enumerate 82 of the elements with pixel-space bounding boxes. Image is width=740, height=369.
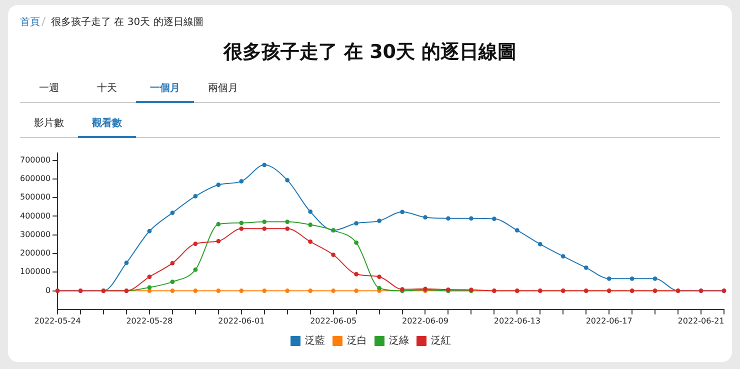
point [147,228,152,234]
text: 影片數 [33,116,65,131]
x-tick-label: 2022-06-21 [678,316,724,326]
point [147,285,152,290]
x-tick-label: 2022-06-13 [494,316,540,326]
legend-label: 泛白 [347,334,367,347]
point [147,274,152,279]
point [193,267,198,272]
point [469,216,474,221]
point [354,221,358,226]
y-tick-label: 300000 [20,230,51,239]
point [377,218,382,224]
x-tick-label: 2022-05-28 [126,316,173,326]
point [285,220,290,224]
point [262,162,267,168]
point [560,254,566,258]
point [377,286,382,290]
point [124,260,129,265]
point [308,222,313,227]
point [239,220,244,226]
y-tick-label: 700000 [20,155,51,164]
point [446,216,450,221]
y-tick-label: 100000 [20,267,51,276]
point [170,210,175,216]
legend-label: 泛綠 [389,334,409,347]
point [331,288,336,293]
point [538,242,542,246]
y-tick-label: 500000 [20,192,51,202]
point [216,182,221,188]
point [584,265,588,270]
x-tick-label: 2022-06-01 [218,316,265,326]
point [354,288,358,293]
point [262,288,267,293]
point [354,272,358,276]
point [262,220,267,224]
point [239,288,244,293]
text: 十天 [96,82,118,96]
point [239,226,244,231]
point [423,215,428,220]
point [216,288,221,293]
point [193,194,198,198]
point [308,288,313,293]
point [308,240,313,244]
point [193,242,198,246]
point [216,238,221,244]
point [354,240,358,245]
point [492,216,496,221]
text: 一週 [38,82,60,96]
point [262,226,267,231]
point [193,288,198,293]
chart-title: 很多孩子走了 在 30天 的逐日線圖 [222,40,518,65]
point [606,276,612,281]
point [285,288,290,293]
point [170,260,175,266]
y-tick-label: 200000 [20,248,51,258]
point [308,210,313,214]
point [170,280,175,284]
legend-label: 泛紅 [431,334,451,347]
text: 很多孩子走了 在 30天 的逐日線圖 [51,17,204,28]
text: 觀看數 [78,116,136,138]
x-tick-label: 2022-05-24 [34,316,81,326]
point [630,276,634,281]
text: 兩個月 [207,82,239,96]
point [400,210,404,214]
x-tick-label: 2022-06-17 [586,316,632,326]
point [514,228,520,233]
x-tick-label: 2022-06-09 [402,316,448,326]
point [216,222,221,226]
legend-label: 泛藍 [305,334,325,347]
text: 首頁 [20,17,40,28]
point [331,252,336,257]
text: 一個月 [136,81,194,103]
x-tick-label: 2022-06-05 [310,316,357,326]
point [170,288,175,293]
point [239,179,244,184]
point [377,274,382,279]
point [285,226,290,231]
y-tick-label: 0 [45,286,51,295]
point [285,178,290,182]
y-tick-label: 600000 [20,174,51,183]
point [652,276,658,281]
y-tick-label: 400000 [20,211,51,220]
